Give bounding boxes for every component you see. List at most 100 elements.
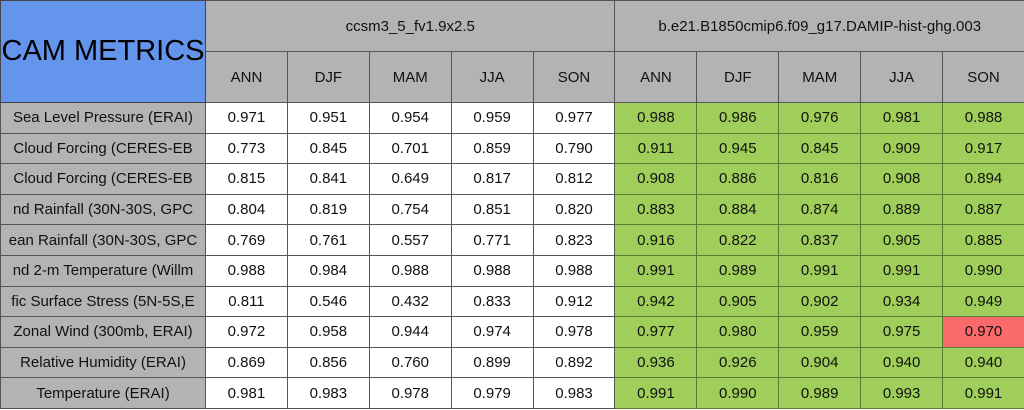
cell-model1: 0.977 — [532, 102, 616, 134]
cell-model1: 0.978 — [368, 377, 452, 409]
cell-model1: 0.944 — [368, 316, 452, 348]
cell-model1: 0.851 — [450, 193, 534, 226]
cell-model1: 0.958 — [286, 316, 370, 348]
cell-model1: 0.983 — [532, 377, 616, 409]
cell-model1: 0.988 — [532, 254, 616, 287]
cell-model2: 0.886 — [696, 163, 780, 195]
cell-model1: 0.790 — [532, 132, 616, 165]
cell-model2: 0.990 — [696, 377, 780, 409]
cell-model1: 0.899 — [450, 346, 534, 379]
cell-model1: 0.979 — [450, 377, 534, 409]
season-header-ann: ANN — [205, 51, 288, 103]
cell-model2: 0.975 — [860, 316, 944, 348]
cell-model2: 0.988 — [614, 102, 698, 134]
cell-model1: 0.701 — [368, 132, 452, 165]
cell-model2: 0.889 — [860, 193, 944, 226]
cell-model1: 0.819 — [286, 193, 370, 226]
model-header-2: b.e21.B1850cmip6.f09_g17.DAMIP-hist-ghg.… — [614, 0, 1024, 52]
cell-model1: 0.869 — [205, 346, 288, 379]
cell-model1: 0.815 — [205, 163, 288, 195]
cell-model2: 0.991 — [778, 254, 862, 287]
cell-model2: 0.816 — [778, 163, 862, 195]
cell-model1: 0.432 — [368, 285, 452, 318]
cell-model1: 0.773 — [205, 132, 288, 165]
cell-model2: 0.970 — [942, 316, 1024, 348]
cell-model2: 0.884 — [696, 193, 780, 226]
cell-model2: 0.934 — [860, 285, 944, 318]
cell-model1: 0.971 — [205, 102, 288, 134]
season-header-jja: JJA — [860, 51, 944, 103]
row-label: Zonal Wind (300mb, ERAI) — [0, 316, 206, 348]
cell-model2: 0.991 — [942, 377, 1024, 409]
cell-model2: 0.885 — [942, 224, 1024, 256]
cell-model1: 0.761 — [286, 224, 370, 256]
cell-model1: 0.974 — [450, 316, 534, 348]
row-label: ean Rainfall (30N-30S, GPC — [0, 224, 206, 256]
table-row: fic Surface Stress (5N-5S,E 0.811 0.546 0.4… — [0, 285, 1024, 318]
cell-model2: 0.908 — [860, 163, 944, 195]
cell-model2: 0.940 — [942, 346, 1024, 379]
season-header-son: SON — [532, 51, 616, 103]
cell-model1: 0.856 — [286, 346, 370, 379]
cell-model1: 0.972 — [205, 316, 288, 348]
table-row: nd Rainfall (30N-30S, GPC 0.804 0.819 0.754… — [0, 193, 1024, 226]
cell-model2: 0.905 — [696, 285, 780, 318]
cell-model2: 0.991 — [614, 377, 698, 409]
cell-model1: 0.845 — [286, 132, 370, 165]
cell-model2: 0.822 — [696, 224, 780, 256]
cell-model2: 0.902 — [778, 285, 862, 318]
cell-model2: 0.905 — [860, 224, 944, 256]
cell-model2: 0.936 — [614, 346, 698, 379]
cell-model1: 0.984 — [286, 254, 370, 287]
row-label: nd Rainfall (30N-30S, GPC — [0, 193, 206, 226]
table-row: ean Rainfall (30N-30S, GPC 0.769 0.761 0.55… — [0, 224, 1024, 256]
cell-model2: 0.989 — [778, 377, 862, 409]
cell-model2: 0.916 — [614, 224, 698, 256]
cell-model1: 0.912 — [532, 285, 616, 318]
cell-model2: 0.993 — [860, 377, 944, 409]
row-label: fic Surface Stress (5N-5S,E — [0, 285, 206, 318]
cell-model1: 0.983 — [286, 377, 370, 409]
cell-model2: 0.991 — [860, 254, 944, 287]
row-label: Cloud Forcing (CERES-EB — [0, 132, 206, 165]
cell-model2: 0.837 — [778, 224, 862, 256]
cell-model1: 0.811 — [205, 285, 288, 318]
cell-model2: 0.959 — [778, 316, 862, 348]
cell-model2: 0.977 — [614, 316, 698, 348]
season-header-ann: ANN — [614, 51, 698, 103]
cell-model1: 0.951 — [286, 102, 370, 134]
cell-model1: 0.754 — [368, 193, 452, 226]
cell-model1: 0.823 — [532, 224, 616, 256]
row-label: nd 2-m Temperature (Willm — [0, 254, 206, 287]
cell-model2: 0.990 — [942, 254, 1024, 287]
cell-model1: 0.771 — [450, 224, 534, 256]
cell-model2: 0.883 — [614, 193, 698, 226]
cell-model2: 0.988 — [942, 102, 1024, 134]
cell-model1: 0.546 — [286, 285, 370, 318]
cell-model2: 0.942 — [614, 285, 698, 318]
cell-model2: 0.904 — [778, 346, 862, 379]
cell-model2: 0.989 — [696, 254, 780, 287]
cell-model1: 0.988 — [450, 254, 534, 287]
row-label: Temperature (ERAI) — [0, 377, 206, 409]
cell-model2: 0.894 — [942, 163, 1024, 195]
cell-model1: 0.859 — [450, 132, 534, 165]
cell-model2: 0.976 — [778, 102, 862, 134]
cell-model2: 0.874 — [778, 193, 862, 226]
season-header-djf: DJF — [696, 51, 780, 103]
cell-model1: 0.892 — [532, 346, 616, 379]
cell-model2: 0.945 — [696, 132, 780, 165]
table-row: Temperature (ERAI) 0.981 0.983 0.978 0.979 0.… — [0, 377, 1024, 409]
cell-model2: 0.980 — [696, 316, 780, 348]
season-header-djf: DJF — [286, 51, 370, 103]
cell-model2: 0.917 — [942, 132, 1024, 165]
table-row: nd 2-m Temperature (Willm 0.988 0.984 0.988… — [0, 254, 1024, 287]
cell-model2: 0.981 — [860, 102, 944, 134]
table-row: Cloud Forcing (CERES-EB 0.815 0.841 0.649 0.… — [0, 163, 1024, 195]
cell-model1: 0.978 — [532, 316, 616, 348]
cell-model2: 0.911 — [614, 132, 698, 165]
table-row: Relative Humidity (ERAI) 0.869 0.856 0.760 0… — [0, 346, 1024, 379]
cell-model1: 0.833 — [450, 285, 534, 318]
cell-model1: 0.649 — [368, 163, 452, 195]
